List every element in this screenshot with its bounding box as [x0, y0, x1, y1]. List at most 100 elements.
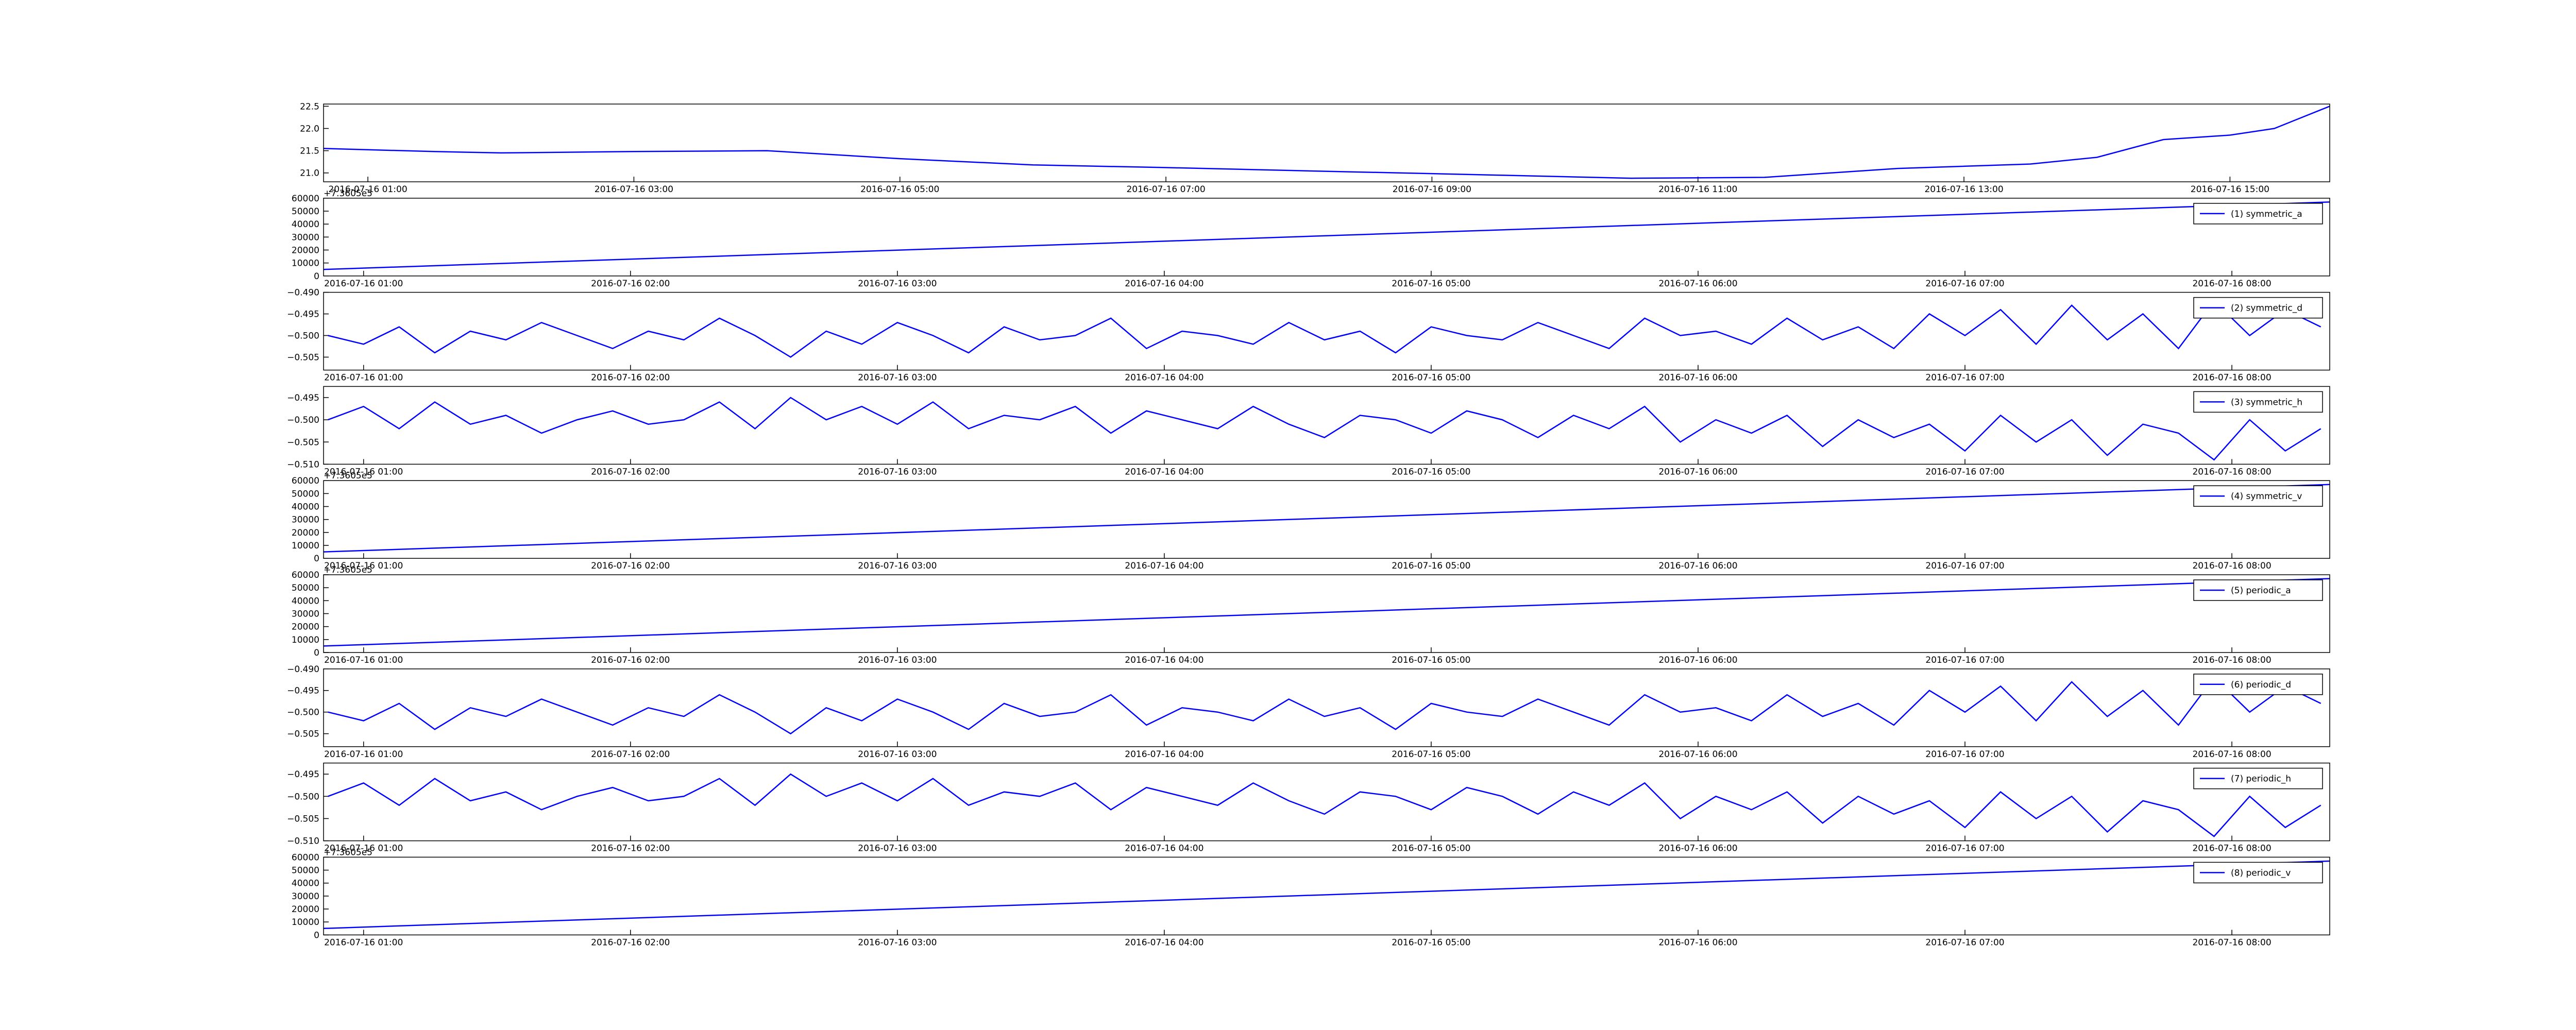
axes-border	[323, 574, 2330, 653]
series-line	[323, 201, 2330, 270]
y-tick-label: −0.495	[287, 769, 319, 780]
y-tick-label: 0	[314, 648, 319, 658]
y-tick-label: −0.490	[287, 664, 319, 675]
x-tick-label: 2016-07-16 01:00	[324, 655, 403, 665]
axes-frame	[324, 668, 2330, 747]
y-tick-label: 30000	[292, 515, 319, 525]
y-tick-label: −0.495	[287, 310, 319, 320]
y-tick-label: 10000	[292, 917, 319, 928]
series-line	[323, 106, 2330, 179]
x-tick-label: 2016-07-16 08:00	[2192, 937, 2271, 948]
x-tick-label: 2016-07-16 04:00	[1125, 279, 1204, 289]
axes-frame	[324, 763, 2330, 841]
x-tick-label: 2016-07-16 02:00	[591, 749, 670, 760]
x-tick-label: 2016-07-16 11:00	[1658, 184, 1737, 195]
offset-text: +7.3605e5	[324, 565, 372, 575]
x-tick-label: 2016-07-16 05:00	[1392, 937, 1470, 948]
x-tick-label: 2016-07-16 13:00	[1924, 184, 2003, 195]
x-tick-label: 2016-07-16 06:00	[1658, 749, 1737, 760]
y-tick-label: 30000	[292, 609, 319, 620]
y-tick-label: 50000	[292, 207, 319, 217]
y-tick-label: −0.505	[287, 352, 319, 363]
x-tick-label: 2016-07-16 03:00	[858, 749, 937, 760]
y-tick-label: 20000	[292, 245, 319, 255]
y-tick-label: 30000	[292, 891, 319, 902]
axes-border	[323, 198, 2330, 277]
x-tick-label: 2016-07-16 05:00	[1392, 561, 1470, 571]
x-tick-label: 2016-07-16 01:00	[324, 279, 403, 289]
x-tick-label: 2016-07-16 02:00	[591, 655, 670, 665]
y-tick-label: 50000	[292, 866, 319, 876]
series-line	[328, 773, 2321, 837]
axes-border	[323, 480, 2330, 559]
y-tick-label: −0.510	[287, 836, 319, 847]
x-tick-label: 2016-07-16 04:00	[1125, 561, 1204, 571]
y-tick-label: 60000	[292, 570, 319, 580]
axes-frame	[324, 480, 2330, 559]
y-tick-label: 30000	[292, 232, 319, 243]
y-tick-label: 20000	[292, 622, 319, 632]
y-tick-label: −0.495	[287, 393, 319, 403]
axes-border	[323, 762, 2330, 842]
series-line	[328, 676, 2321, 735]
y-tick-label: 60000	[292, 476, 319, 486]
x-tick-label: 2016-07-16 06:00	[1658, 279, 1737, 289]
y-tick-label: 40000	[292, 596, 319, 606]
x-tick-label: 2016-07-16 08:00	[2192, 655, 2271, 665]
x-tick-label: 2016-07-16 07:00	[1925, 467, 2004, 477]
y-tick-label: 21.5	[300, 146, 319, 157]
y-tick-label: −0.500	[287, 331, 319, 341]
y-tick-label: 40000	[292, 502, 319, 512]
x-tick-label: 2016-07-16 06:00	[1658, 373, 1737, 383]
y-tick-label: −0.505	[287, 814, 319, 824]
y-tick-label: 0	[314, 271, 319, 282]
x-tick-label: 2016-07-16 03:00	[858, 937, 937, 948]
y-tick-label: 20000	[292, 904, 319, 915]
y-tick-label: −0.495	[287, 686, 319, 696]
x-tick-label: 2016-07-16 08:00	[2192, 279, 2271, 289]
axes-border	[323, 291, 2330, 371]
x-tick-label: 2016-07-16 01:00	[324, 937, 403, 948]
x-tick-label: 2016-07-16 05:00	[1392, 467, 1470, 477]
x-tick-label: 2016-07-16 03:00	[858, 279, 937, 289]
series-line	[323, 860, 2330, 930]
y-tick-label: 40000	[292, 219, 319, 230]
x-tick-label: 2016-07-16 03:00	[858, 467, 937, 477]
y-tick-label: 60000	[292, 852, 319, 863]
x-tick-label: 2016-07-16 05:00	[1392, 373, 1470, 383]
x-tick-label: 2016-07-16 07:00	[1126, 184, 1205, 195]
x-tick-label: 2016-07-16 05:00	[860, 184, 939, 195]
axes-border	[323, 668, 2330, 747]
x-tick-label: 2016-07-16 06:00	[1658, 844, 1737, 854]
y-tick-label: 50000	[292, 489, 319, 499]
x-tick-label: 2016-07-16 08:00	[2192, 561, 2271, 571]
series-line	[328, 397, 2321, 461]
x-tick-label: 2016-07-16 04:00	[1125, 937, 1204, 948]
x-tick-label: 2016-07-16 02:00	[591, 467, 670, 477]
legend-label: (5) periodic_a	[2231, 586, 2291, 596]
x-tick-label: 2016-07-16 05:00	[1392, 844, 1470, 854]
x-tick-label: 2016-07-16 01:00	[324, 467, 403, 477]
x-tick-label: 2016-07-16 02:00	[591, 373, 670, 383]
x-tick-label: 2016-07-16 07:00	[1925, 844, 2004, 854]
offset-text: +7.3605e5	[324, 188, 372, 199]
x-tick-label: 2016-07-16 08:00	[2192, 373, 2271, 383]
axes-frame	[324, 104, 2330, 182]
axes-border	[323, 386, 2330, 465]
x-tick-label: 2016-07-16 03:00	[858, 655, 937, 665]
legend-label: (6) periodic_d	[2231, 680, 2291, 690]
series-line	[323, 484, 2330, 553]
x-tick-label: 2016-07-16 06:00	[1658, 467, 1737, 477]
x-tick-label: 2016-07-16 04:00	[1125, 844, 1204, 854]
x-tick-label: 2016-07-16 06:00	[1658, 937, 1737, 948]
axes-frame	[324, 575, 2330, 653]
y-tick-label: 50000	[292, 583, 319, 593]
y-tick-label: −0.505	[287, 729, 319, 740]
x-tick-label: 2016-07-16 04:00	[1125, 467, 1204, 477]
x-tick-label: 2016-07-16 07:00	[1925, 655, 2004, 665]
legend-label: (7) periodic_h	[2231, 774, 2291, 784]
y-tick-label: 21.0	[300, 168, 319, 179]
x-tick-label: 2016-07-16 03:00	[858, 373, 937, 383]
axes-border	[323, 856, 2330, 936]
